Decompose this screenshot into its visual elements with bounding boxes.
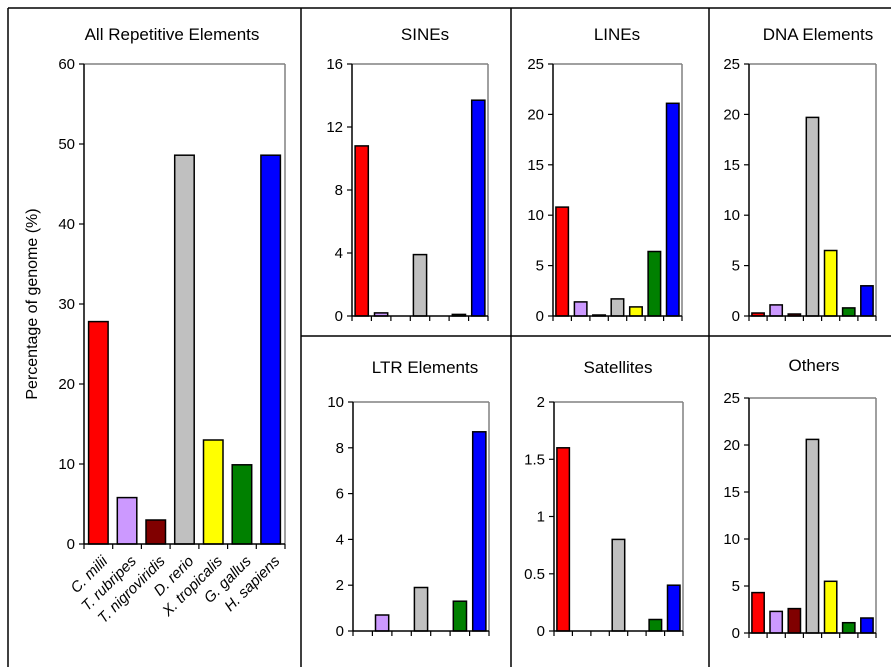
bar-7 — [260, 154, 282, 545]
y-tick-label: 12 — [326, 119, 343, 136]
y-tick-label: 20 — [527, 106, 544, 123]
y-tick-label: 10 — [58, 456, 75, 473]
bar-7 — [860, 285, 874, 317]
y-tick-label: 8 — [335, 182, 343, 199]
chart-panel: 0 5 10 15 20 25 LINEs — [527, 25, 683, 325]
y-tick-label: 5 — [732, 578, 740, 595]
y-tick-label: 4 — [335, 245, 343, 262]
bar-6 — [647, 250, 662, 317]
bar-7 — [860, 617, 874, 634]
y-tick-label: 30 — [58, 296, 75, 313]
bar-4 — [173, 154, 195, 545]
bar-1 — [87, 320, 109, 545]
bar-2 — [769, 610, 784, 634]
panel-title: LINEs — [594, 25, 640, 44]
y-tick-label: 60 — [58, 56, 75, 73]
bar-4 — [805, 438, 820, 634]
y-tick-label: 2 — [537, 394, 545, 411]
chart-panel: 0 4 8 12 16 SINEs — [326, 25, 489, 325]
bar-7 — [470, 99, 486, 317]
bar-6 — [841, 621, 856, 634]
panel-title: Others — [788, 356, 839, 375]
bar-3 — [145, 519, 167, 545]
y-tick-label: 1 — [537, 509, 545, 526]
y-tick-label: 15 — [527, 157, 544, 174]
bar-4 — [805, 116, 820, 317]
y-tick-label: 10 — [327, 394, 344, 411]
bar-2 — [374, 614, 390, 632]
panel-title: LTR Elements — [372, 358, 478, 377]
y-tick-label: 0 — [536, 308, 544, 325]
bar-7 — [666, 584, 681, 632]
bar-4 — [610, 298, 625, 317]
bar-6 — [841, 307, 856, 317]
y-tick-label: 0.5 — [524, 566, 545, 583]
chart-panel: 0 0.5 1 1.5 2 Satellites — [524, 358, 684, 640]
y-tick-label: 0 — [336, 623, 344, 640]
y-tick-label: 0 — [537, 623, 545, 640]
y-tick-label: 15 — [723, 157, 740, 174]
y-tick-label: 0 — [732, 308, 740, 325]
bar-1 — [555, 206, 570, 317]
bar-4 — [611, 538, 626, 632]
y-tick-label: 15 — [723, 484, 740, 501]
y-tick-label: 16 — [326, 56, 343, 73]
y-tick-label: 10 — [527, 207, 544, 224]
y-tick-label: 0 — [732, 625, 740, 642]
chart-panel: 0 5 10 15 20 25 DNA Elements — [723, 25, 877, 325]
y-tick-label: 4 — [336, 531, 344, 548]
y-tick-label: 1.5 — [524, 451, 545, 468]
bar-5 — [823, 580, 838, 634]
y-tick-label: 40 — [58, 216, 75, 233]
y-tick-label: 20 — [723, 437, 740, 454]
y-tick-label: 20 — [58, 376, 75, 393]
bar-6 — [648, 618, 663, 632]
y-tick-label: 8 — [336, 440, 344, 457]
y-tick-label: 5 — [732, 258, 740, 275]
y-axis-label: Percentage of genome (%) — [24, 208, 41, 399]
bar-5 — [202, 439, 224, 545]
panel-title: SINEs — [401, 25, 449, 44]
bar-2 — [116, 496, 138, 545]
y-tick-label: 10 — [723, 207, 740, 224]
bar-1 — [354, 145, 370, 317]
bar-3 — [787, 607, 802, 634]
bar-1 — [556, 447, 571, 632]
y-tick-label: 25 — [723, 56, 740, 73]
bar-5 — [628, 306, 643, 317]
y-tick-label: 10 — [723, 531, 740, 548]
y-tick-label: 50 — [58, 136, 75, 153]
panel-title: All Repetitive Elements — [85, 25, 260, 44]
y-tick-label: 0 — [335, 308, 343, 325]
y-tick-label: 25 — [723, 390, 740, 407]
bar-4 — [413, 586, 429, 632]
bar-2 — [769, 304, 784, 317]
y-tick-label: 25 — [527, 56, 544, 73]
bar-6 — [231, 464, 253, 545]
bar-2 — [573, 301, 588, 317]
y-tick-label: 2 — [336, 577, 344, 594]
bar-5 — [823, 249, 838, 317]
bar-4 — [412, 253, 428, 317]
bar-7 — [665, 102, 680, 317]
bar-6 — [452, 600, 468, 632]
chart-panel: 0 2 4 6 8 10 LTR Elements — [327, 358, 490, 640]
y-tick-label: 0 — [67, 536, 75, 553]
panel-title: Satellites — [584, 358, 653, 377]
bar-1 — [751, 591, 765, 634]
y-tick-label: 6 — [336, 486, 344, 503]
y-tick-label: 20 — [723, 106, 740, 123]
bar-7 — [471, 431, 487, 632]
panel-title: DNA Elements — [763, 25, 874, 44]
chart-panel: 0 5 10 15 20 25 Others — [723, 356, 877, 642]
y-tick-label: 5 — [536, 258, 544, 275]
